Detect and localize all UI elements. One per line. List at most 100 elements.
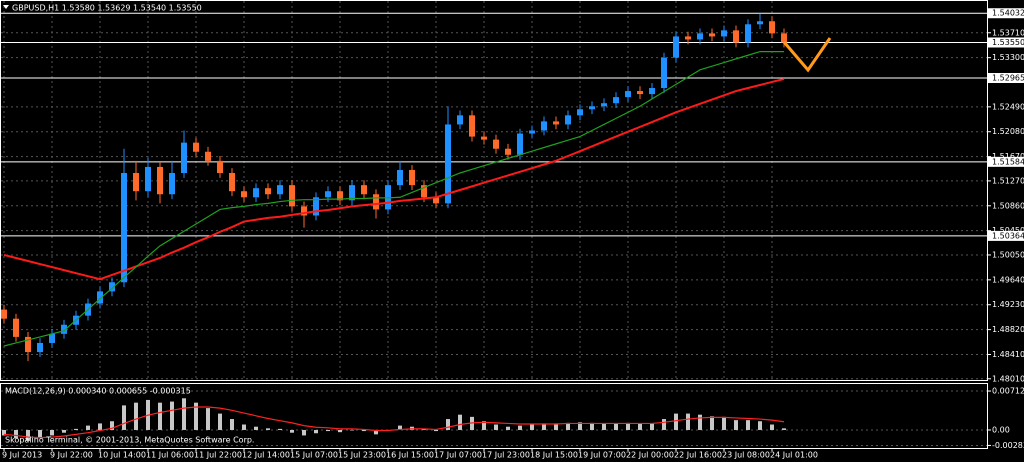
candle-body	[469, 115, 475, 137]
candle-body	[613, 97, 619, 104]
macd-bar	[578, 422, 582, 430]
candle-body	[1, 309, 7, 319]
macd-bar	[782, 428, 786, 430]
level-label: 1.52965	[992, 74, 1024, 83]
footer: Skopalino Terminal, © 2001-2013, MetaQuo…	[5, 436, 254, 445]
candle-body	[133, 173, 139, 192]
macd-bar	[530, 424, 534, 430]
x-tick-label: 17 Jul 23:00	[482, 451, 530, 460]
candle-body	[241, 191, 247, 198]
macd-bar	[650, 423, 654, 430]
candle-body	[529, 130, 535, 134]
macd-bar	[350, 429, 354, 431]
level-label: 1.50364	[992, 231, 1024, 240]
candle-body	[673, 36, 679, 58]
candle-body	[97, 291, 103, 304]
candle-body	[121, 173, 127, 283]
level-box	[988, 73, 1024, 84]
macd-bar	[98, 423, 102, 430]
macd-bar	[446, 419, 450, 430]
macd-bar	[686, 413, 690, 430]
y-tick-label: 1.52490	[992, 102, 1024, 111]
macd-frame	[0, 383, 988, 449]
y-tick-label: 1.52080	[992, 127, 1024, 136]
macd-bar	[278, 428, 282, 430]
macd-bar	[182, 398, 186, 430]
y-tick-label: 1.48820	[992, 325, 1024, 334]
level-label: 1.51584	[992, 157, 1024, 166]
macd-bar	[122, 405, 126, 430]
level-box	[988, 37, 1024, 48]
symbol-icon	[3, 5, 9, 9]
moving-average	[3, 50, 784, 347]
macd-bar	[254, 426, 258, 430]
macd-bar	[626, 422, 630, 430]
candle-body	[193, 142, 199, 152]
macd-bar	[746, 420, 750, 430]
macd-grid	[1, 390, 987, 446]
x-tick-label: 23 Jul 08:00	[722, 451, 770, 460]
candle-body	[13, 318, 19, 337]
x-tick-label: 17 Jul 07:00	[434, 451, 482, 460]
candle-body	[361, 185, 367, 195]
macd-bar	[614, 423, 618, 430]
macd-bar	[602, 423, 606, 430]
candle-body	[733, 30, 739, 43]
candle-body	[337, 191, 343, 201]
macd-bar	[338, 429, 342, 433]
x-tick-label: 24 Jul 01:00	[770, 451, 818, 460]
chart-title: GBPUSD,H1 1.53580 1.53629 1.53540 1.5355…	[12, 4, 202, 13]
candle-body	[685, 36, 691, 40]
candle-body	[253, 188, 259, 198]
candle-body	[325, 191, 331, 198]
macd-bar	[86, 425, 90, 430]
y-tick-label: 1.51270	[992, 176, 1024, 185]
macd-bar	[542, 423, 546, 430]
macd-bar	[518, 425, 522, 430]
macd-bar	[2, 429, 6, 436]
y-tick-label: 1.50050	[992, 250, 1024, 259]
candle-body	[373, 194, 379, 210]
macd-bar	[770, 424, 774, 430]
macd-bar	[314, 429, 318, 434]
candle-body	[445, 124, 451, 204]
macd-bar	[26, 429, 30, 441]
macd-bar	[674, 413, 678, 430]
x-tick-label: 9 Jul 22:00	[50, 451, 93, 460]
macd-bar	[50, 429, 54, 436]
marks	[1, 12, 987, 441]
macd-bar	[458, 414, 462, 430]
macd-bar	[554, 423, 558, 430]
candle-body	[721, 30, 727, 37]
macd-bar	[566, 422, 570, 430]
y-tick-label: 0.007128	[992, 387, 1024, 396]
x-tick-label: 19 Jul 07:00	[578, 451, 626, 460]
y-tick-label: 1.49230	[992, 300, 1024, 309]
macd-bar	[170, 401, 174, 430]
level-label: 1.53550	[992, 38, 1024, 47]
candle-body	[229, 173, 235, 192]
candle-body	[109, 282, 115, 292]
candle-body	[265, 188, 271, 195]
candle-body	[49, 333, 55, 343]
macd-bar	[242, 424, 246, 430]
candle-body	[637, 91, 643, 95]
y-tick-label: 1.53710	[992, 28, 1024, 37]
macd-bar	[398, 425, 402, 430]
macd-bar	[230, 419, 234, 430]
y-tick-label: -0.002831	[992, 441, 1024, 450]
candle-body	[289, 185, 295, 207]
x-tick-label: 9 Jul 2013	[2, 451, 42, 460]
candle-body	[421, 185, 427, 198]
macd-bar	[110, 421, 114, 430]
y-tick-label: 1.48010	[992, 374, 1024, 383]
level-box	[988, 230, 1024, 241]
macd-bar	[14, 429, 18, 439]
macd-bar	[290, 429, 294, 433]
macd-title: MACD(12,26,9) 0.000340 0.000655 -0.00031…	[5, 387, 191, 396]
macd-bar	[734, 420, 738, 430]
x-tick-label: 18 Jul 15:00	[530, 451, 578, 460]
candle-body	[697, 33, 703, 40]
candle-body	[601, 103, 607, 107]
macd-bar	[362, 429, 366, 432]
